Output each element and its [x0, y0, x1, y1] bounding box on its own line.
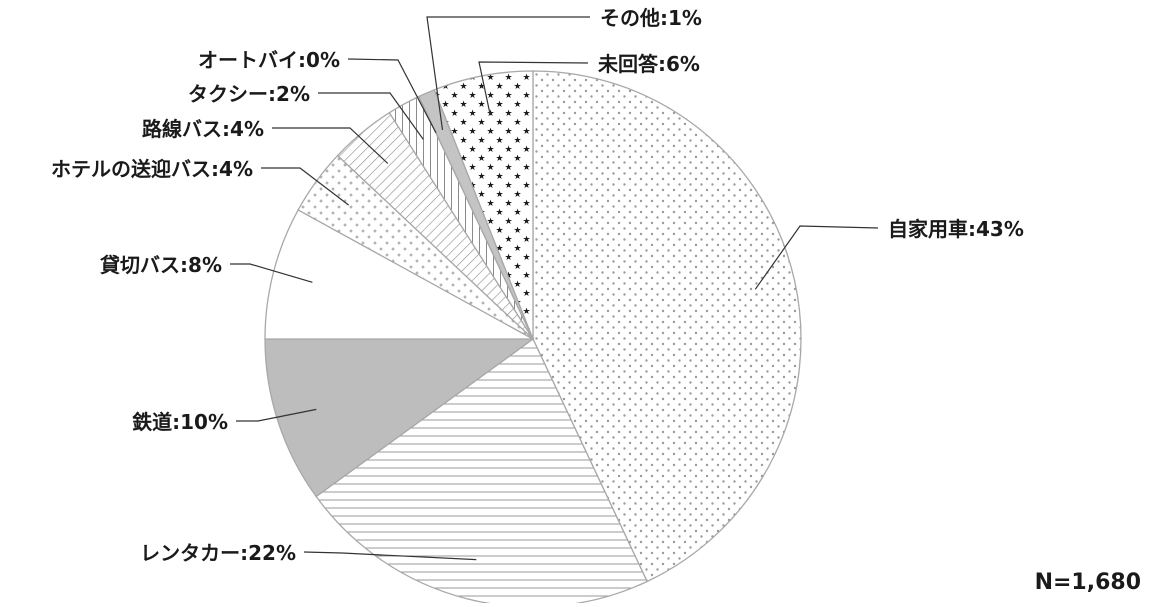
slice-label-rental-car: レンタカー:22% [140, 541, 296, 565]
pie-labels: 自家用車:43% レンタカー:22% 鉄道:10% 貸切バス:8% ホテルの送迎バス:4… [51, 6, 1024, 565]
slice-label-hotel-shuttle-bus: ホテルの送迎バス:4% [51, 157, 253, 181]
leader-line-railway [236, 408, 317, 422]
leader-line-rental-car [303, 551, 477, 561]
slice-label-railway: 鉄道:10% [132, 410, 228, 434]
slice-label-other: その他:1% [600, 6, 702, 30]
leader-line-route-bus [272, 127, 389, 164]
pie-leader-lines [230, 16, 879, 561]
pie-slice-railway [264, 338, 536, 498]
sample-size-label: N=1,680 [1034, 570, 1141, 595]
leader-line-hotel-shuttle-bus [261, 167, 350, 206]
slice-label-taxi: タクシー:2% [188, 82, 310, 106]
pie-slice-private-car [532, 70, 802, 583]
slice-label-charter-bus: 貸切バス:8% [99, 253, 222, 277]
slice-label-private-car: 自家用車:43% [888, 217, 1024, 241]
leader-line-no-answer [478, 61, 589, 116]
pie-slice-no-answer [433, 70, 534, 340]
pie-slice-rental-car [315, 338, 648, 607]
slice-label-route-bus: 路線バス:4% [142, 117, 264, 141]
slice-label-motorcycle: オートバイ:0% [198, 48, 340, 72]
slice-label-no-answer: 未回答:6% [598, 52, 700, 76]
pie-slices [264, 70, 802, 607]
pie-slice-charter-bus [264, 209, 534, 340]
leader-line-other [426, 16, 590, 130]
leader-line-motorcycle [347, 58, 437, 134]
leader-line-private-car [754, 225, 879, 290]
leader-line-taxi [318, 92, 424, 140]
leader-line-charter-bus [230, 263, 313, 283]
